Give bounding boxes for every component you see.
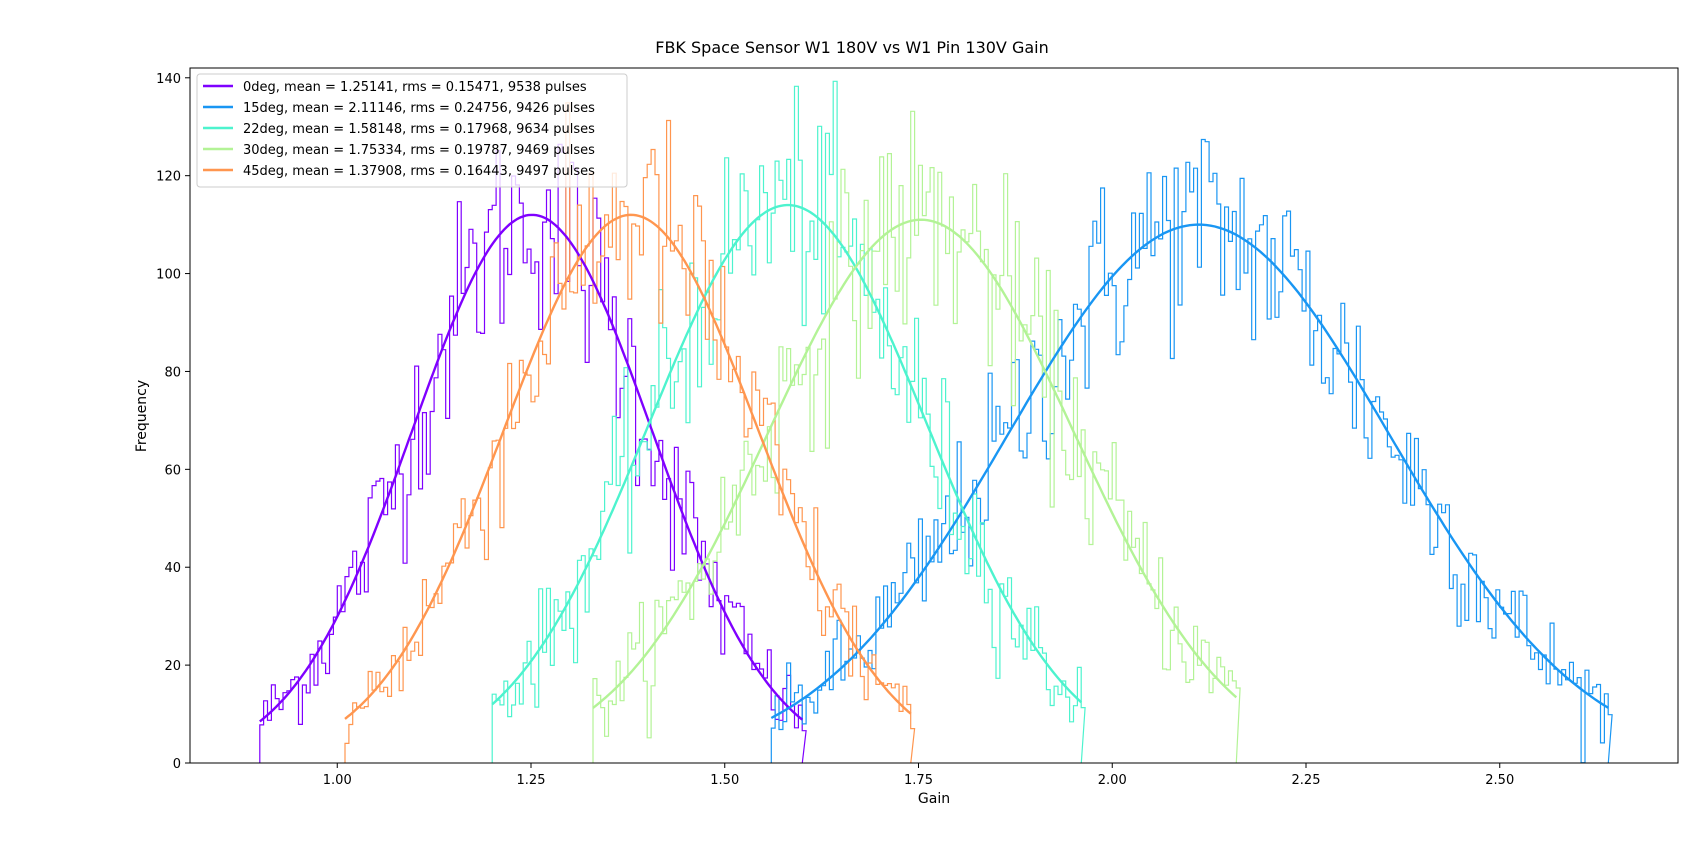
- x-tick-label: 2.25: [1292, 773, 1321, 788]
- legend-entry-label: 0deg, mean = 1.25141, rms = 0.15471, 953…: [243, 80, 587, 95]
- fit-curve-series-4: [344, 213, 912, 720]
- y-tick-label: 100: [156, 268, 181, 283]
- x-axis-label: Gain: [918, 791, 950, 807]
- y-tick-label: 120: [156, 170, 181, 185]
- y-axis-label: Frequency: [134, 380, 150, 452]
- histogram-series-1: [770, 138, 1613, 763]
- x-tick-label: 1.50: [710, 773, 739, 788]
- legend-box: [196, 73, 628, 188]
- y-tick-label: 140: [156, 72, 181, 87]
- fit-curve-series-2: [491, 203, 1083, 706]
- plot-frame: [189, 67, 1679, 764]
- y-tick-label: 80: [164, 365, 181, 380]
- y-tick-label: 40: [164, 561, 181, 576]
- x-tick-label: 1.25: [517, 773, 546, 788]
- histogram-series-0: [259, 143, 807, 763]
- x-tick-label: 1.75: [904, 773, 933, 788]
- y-tick-label: 20: [164, 659, 181, 674]
- fit-curve-series-1: [770, 223, 1609, 720]
- x-tick-label: 2.00: [1098, 773, 1127, 788]
- y-tick-label: 0: [173, 757, 181, 772]
- y-axis: 0 20 40 60 80 100 120 140: [156, 72, 190, 772]
- histogram-layer: [259, 80, 1613, 763]
- legend-entry-label: 22deg, mean = 1.58148, rms = 0.17968, 96…: [243, 122, 595, 137]
- chart-title: FBK Space Sensor W1 180V vs W1 Pin 130V …: [655, 38, 1049, 57]
- x-tick-label: 1.00: [323, 773, 352, 788]
- legend-entry-label: 15deg, mean = 2.11146, rms = 0.24756, 94…: [243, 101, 595, 116]
- x-axis: 1.00 1.25 1.50 1.75 2.00 2.25 2.50: [323, 763, 1514, 788]
- fit-curve-layer: [259, 203, 1609, 723]
- fit-curve-series-3: [592, 218, 1238, 709]
- histogram-series-2: [491, 80, 1086, 763]
- fit-curve-series-0: [259, 213, 804, 723]
- histogram-series-4: [344, 102, 916, 763]
- legend-entry-label: 30deg, mean = 1.75334, rms = 0.19787, 94…: [243, 143, 595, 158]
- y-tick-label: 60: [164, 463, 181, 478]
- histogram-series-3: [592, 110, 1241, 763]
- legend: 0deg, mean = 1.25141, rms = 0.15471, 953…: [196, 73, 628, 188]
- x-tick-label: 2.50: [1485, 773, 1514, 788]
- legend-entry-label: 45deg, mean = 1.37908, rms = 0.16443, 94…: [243, 164, 595, 179]
